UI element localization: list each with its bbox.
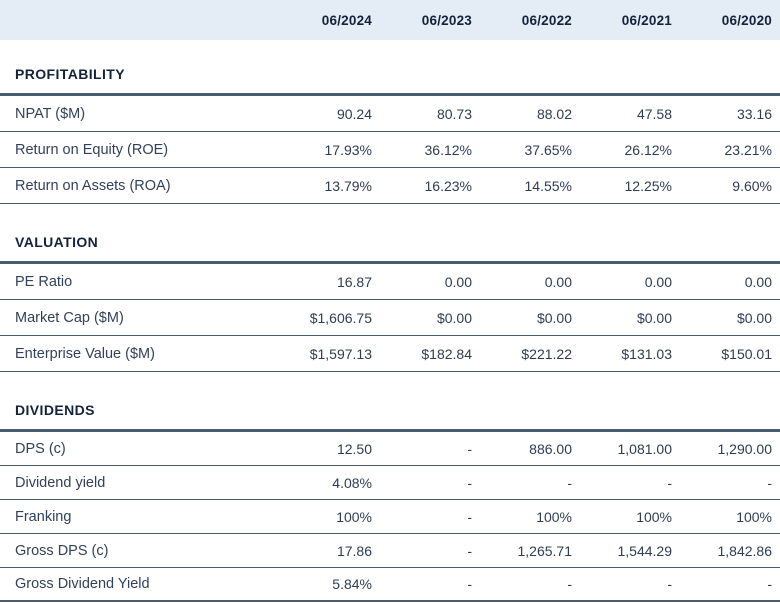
cell-value: 90.24 (336, 105, 372, 122)
cell-value: 100% (736, 508, 772, 525)
cell-value: 88.02 (536, 105, 572, 122)
table-row: PE Ratio 16.87 0.00 0.00 0.00 0.00 (0, 264, 780, 300)
cell-value: 100% (536, 508, 572, 525)
cell-value: 17.86 (336, 542, 372, 559)
section-title: PROFITABILITY (0, 40, 780, 96)
cell-value: 1,081.00 (617, 440, 673, 457)
table-row: Franking 100% - 100% 100% 100% (0, 500, 780, 534)
cell-value: 16.87 (336, 273, 372, 290)
cell-value: $221.22 (521, 345, 572, 362)
table-row: NPAT ($M) 90.24 80.73 88.02 47.58 33.16 (0, 96, 780, 132)
section-title: VALUATION (0, 204, 780, 264)
column-header-period: 06/2022 (521, 12, 572, 28)
cell-value: 23.21% (724, 141, 772, 158)
section-profitability: PROFITABILITY NPAT ($M) 90.24 80.73 88.0… (0, 40, 780, 204)
section-dividends: DIVIDENDS DPS (c) 12.50 - 886.00 1,081.0… (0, 372, 780, 602)
cell-value: 16.23% (424, 177, 472, 194)
cell-value: $0.00 (436, 309, 472, 326)
table-row: DPS (c) 12.50 - 886.00 1,081.00 1,290.00 (0, 432, 780, 466)
cell-value: 12.50 (336, 440, 372, 457)
table-row: Enterprise Value ($M) $1,597.13 $182.84 … (0, 336, 780, 372)
cell-value: - (467, 576, 472, 592)
cell-value: $0.00 (736, 309, 772, 326)
row-label: Enterprise Value ($M) (15, 345, 155, 362)
cell-value: 1,544.29 (617, 542, 673, 559)
cell-value: 36.12% (424, 141, 472, 158)
cell-value: 14.55% (524, 177, 572, 194)
row-label: Gross Dividend Yield (15, 576, 150, 592)
table-row: Gross DPS (c) 17.86 - 1,265.71 1,544.29 … (0, 534, 780, 568)
cell-value: 0.00 (744, 273, 772, 290)
row-label: PE Ratio (15, 273, 73, 290)
cell-value: - (667, 576, 672, 592)
cell-value: 100% (336, 508, 372, 525)
period-header-row: 06/2024 06/2023 06/2022 06/2021 06/2020 (0, 0, 780, 40)
cell-value: - (467, 474, 472, 491)
cell-value: - (567, 576, 572, 592)
cell-value: $150.01 (721, 345, 772, 362)
table-row: Dividend yield 4.08% - - - - (0, 466, 780, 500)
row-label: Return on Equity (ROE) (15, 141, 169, 158)
cell-value: $1,597.13 (309, 345, 372, 362)
cell-value: - (467, 542, 472, 559)
cell-value: 12.25% (624, 177, 672, 194)
cell-value: - (767, 474, 772, 491)
cell-value: 0.00 (544, 273, 572, 290)
cell-value: 1,842.86 (717, 542, 773, 559)
cell-value: 5.84% (332, 576, 372, 592)
row-label: NPAT ($M) (15, 105, 86, 122)
cell-value: - (667, 474, 672, 491)
cell-value: 0.00 (444, 273, 472, 290)
table-row: Market Cap ($M) $1,606.75 $0.00 $0.00 $0… (0, 300, 780, 336)
table-row: Return on Equity (ROE) 17.93% 36.12% 37.… (0, 132, 780, 168)
row-label: Dividend yield (15, 474, 106, 491)
cell-value: 100% (636, 508, 672, 525)
cell-value: $1,606.75 (309, 309, 372, 326)
row-label: Return on Assets (ROA) (15, 177, 171, 194)
cell-value: $0.00 (636, 309, 672, 326)
section-title: DIVIDENDS (0, 372, 780, 432)
cell-value: 0.00 (644, 273, 672, 290)
cell-value: 9.60% (732, 177, 772, 194)
section-valuation: VALUATION PE Ratio 16.87 0.00 0.00 0.00 … (0, 204, 780, 372)
cell-value: 37.65% (524, 141, 572, 158)
row-label: Market Cap ($M) (15, 309, 124, 326)
cell-value: 1,265.71 (517, 542, 573, 559)
row-label: DPS (c) (15, 440, 66, 457)
column-header-period: 06/2023 (421, 12, 472, 28)
cell-value: - (767, 576, 772, 592)
cell-value: - (567, 474, 572, 491)
cell-value: $0.00 (536, 309, 572, 326)
cell-value: 886.00 (529, 440, 572, 457)
column-header-period: 06/2024 (321, 12, 372, 28)
cell-value: $131.03 (621, 345, 672, 362)
cell-value: 17.93% (324, 141, 372, 158)
cell-value: $182.84 (421, 345, 472, 362)
cell-value: 47.58 (636, 105, 672, 122)
cell-value: - (467, 508, 472, 525)
cell-value: 13.79% (324, 177, 372, 194)
row-label: Gross DPS (c) (15, 542, 109, 559)
cell-value: 4.08% (332, 474, 372, 491)
cell-value: - (467, 440, 472, 457)
table-row: Return on Assets (ROA) 13.79% 16.23% 14.… (0, 168, 780, 204)
cell-value: 80.73 (436, 105, 472, 122)
column-header-period: 06/2020 (721, 12, 772, 28)
cell-value: 26.12% (624, 141, 672, 158)
column-header-period: 06/2021 (621, 12, 672, 28)
cell-value: 33.16 (736, 105, 772, 122)
row-label: Franking (15, 508, 72, 525)
cell-value: 1,290.00 (717, 440, 773, 457)
table-row: Gross Dividend Yield 5.84% - - - - (0, 568, 780, 602)
